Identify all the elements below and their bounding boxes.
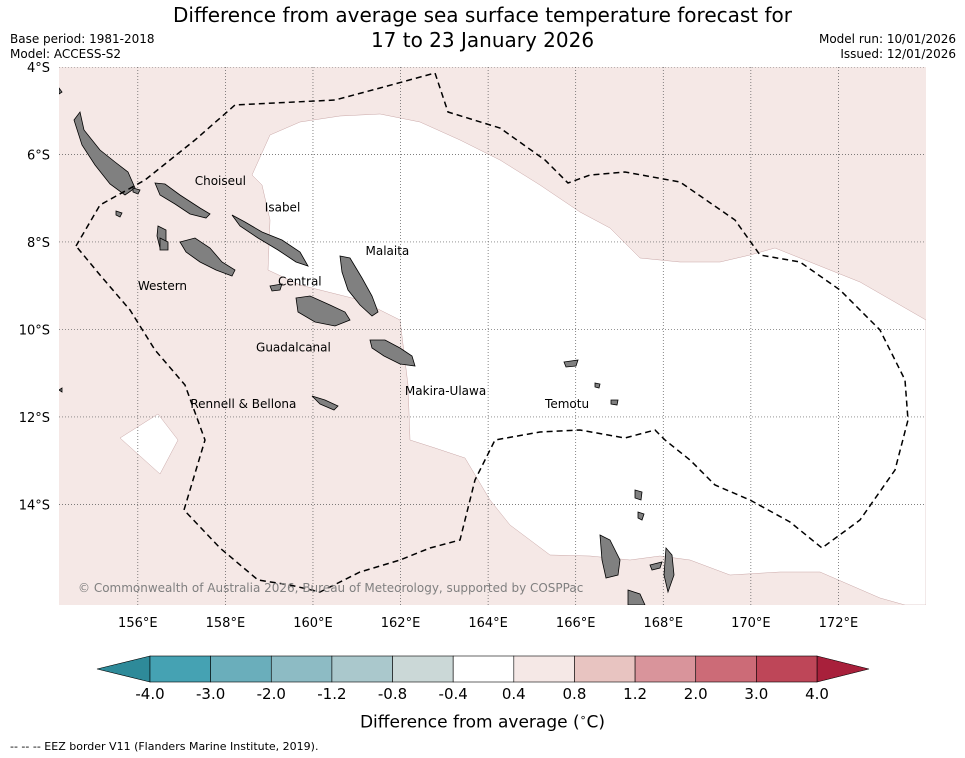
province-labels: Choiseul Isabel Malaita Western Central Guada… — [138, 174, 589, 411]
colorbar-segment — [331, 655, 393, 683]
eez-footnote: -- -- -- EEZ border V11 (Flanders Marine… — [10, 740, 319, 753]
utupua-island — [594, 382, 601, 389]
neutral-anomaly-patch — [119, 413, 179, 475]
isabel-island — [231, 214, 309, 267]
colorbar: -4.0 -3.0 -2.0 -1.2 -0.8 -0.4 0.4 0.8 1.2 2.0 3.0 4… — [96, 655, 870, 703]
colorbar-segment — [513, 655, 575, 683]
meta-left: Base period: 1981-2018 Model: ACCESS-S2 — [10, 32, 155, 62]
latitude-labels: 4°S 6°S 8°S 10°S 12°S 14°S — [19, 61, 50, 513]
base-period: Base period: 1981-2018 — [10, 32, 155, 46]
small-island-d — [59, 387, 63, 393]
colorbar-tick-label: 0.8 — [563, 685, 587, 703]
colorbar-tick-label: 3.0 — [744, 685, 768, 703]
colorbar-segment — [695, 655, 757, 683]
model-name: Model: ACCESS-S2 — [10, 47, 122, 61]
santa-cruz-island — [563, 359, 579, 368]
colorbar-segment — [574, 655, 636, 683]
lat-tick-label: 14°S — [19, 498, 50, 513]
lat-tick-label: 6°S — [27, 148, 50, 163]
province-label: Malaita — [366, 244, 410, 258]
province-label: Makira-Ulawa — [405, 384, 486, 398]
model-run: Model run: 10/01/2026 — [818, 32, 956, 46]
title-line-1: Difference from average sea surface temp… — [172, 3, 792, 27]
small-island-b — [132, 187, 141, 195]
lat-tick-label: 12°S — [19, 411, 50, 426]
ambae-island — [649, 561, 663, 571]
land-masses — [59, 87, 675, 605]
small-island-e — [59, 87, 63, 95]
province-label: Temotu — [544, 397, 589, 411]
colorbar-tick-label: -4.0 — [135, 685, 164, 703]
lon-tick-label: 158°E — [206, 616, 246, 631]
colorbar-extend-low — [96, 655, 151, 683]
new-georgia-islands — [179, 237, 236, 277]
colorbar-tick-label: -0.4 — [439, 685, 468, 703]
eez-border-solomon — [75, 72, 909, 593]
issued-date: Issued: 12/01/2026 — [840, 47, 956, 61]
guadalcanal-island — [295, 295, 351, 327]
graticule — [59, 67, 926, 605]
espiritu-santo-island — [599, 534, 621, 579]
florida-islands — [269, 283, 283, 292]
colorbar-tick-label: 2.0 — [684, 685, 708, 703]
lon-tick-label: 172°E — [819, 616, 859, 631]
longitude-labels: 156°E 158°E 160°E 162°E 164°E 166°E 168°E 170°E… — [118, 616, 858, 631]
small-island-a — [115, 210, 123, 218]
lon-tick-label: 156°E — [118, 616, 158, 631]
colorbar-segment — [392, 655, 454, 683]
colorbar-label: Difference from average (∘C) — [359, 711, 606, 733]
colorbar-tick-label: 0.4 — [502, 685, 526, 703]
lon-tick-label: 166°E — [556, 616, 596, 631]
malekula-island — [627, 589, 646, 605]
map-title: Difference from average sea surface temp… — [0, 3, 965, 53]
colorbar-tick-label: -2.0 — [257, 685, 286, 703]
province-label: Guadalcanal — [256, 340, 331, 354]
lon-tick-label: 160°E — [293, 616, 333, 631]
province-label: Choiseul — [195, 174, 246, 188]
vanikoro-island — [610, 399, 619, 406]
colorbar-tick-label: -1.2 — [317, 685, 346, 703]
copyright-notice: © Commonwealth of Australia 2026, Bureau… — [78, 581, 583, 595]
lon-tick-label: 168°E — [644, 616, 684, 631]
colorbar-segment — [756, 655, 818, 683]
colorbar-tick-label: 1.2 — [623, 685, 647, 703]
lat-tick-label: 10°S — [19, 323, 50, 338]
colorbar-tick-label: -0.8 — [378, 685, 407, 703]
torres-islands — [634, 489, 643, 501]
colorbar-tick-label: 4.0 — [805, 685, 829, 703]
colorbar-tick-label: -3.0 — [196, 685, 225, 703]
colorbar-segment — [452, 655, 515, 683]
makira-island — [369, 339, 416, 367]
pentecost-island — [663, 547, 675, 594]
colorbar-segment — [634, 655, 697, 683]
choiseul-island — [154, 182, 211, 219]
province-label: Isabel — [265, 200, 300, 214]
province-label: Western — [138, 279, 187, 293]
colorbar-extend-high — [816, 655, 870, 683]
lat-tick-label: 8°S — [27, 236, 50, 251]
bougainville-island — [73, 111, 136, 196]
colorbar-segment — [270, 655, 333, 683]
neutral-anomaly-region — [251, 113, 926, 605]
title-line-2: 17 to 23 January 2026 — [370, 28, 595, 52]
colorbar-segment — [210, 655, 272, 683]
malaita-island — [339, 255, 379, 317]
lon-tick-label: 162°E — [381, 616, 421, 631]
province-label: Central — [278, 275, 322, 289]
lon-tick-label: 164°E — [468, 616, 508, 631]
colorbar-segment — [149, 655, 211, 683]
lon-tick-label: 170°E — [731, 616, 771, 631]
banks-islands — [637, 511, 645, 521]
province-label: Rennell & Bellona — [190, 397, 296, 411]
rennell-island — [311, 395, 339, 411]
lat-tick-label: 4°S — [27, 61, 50, 76]
meta-right: Model run: 10/01/2026 Issued: 12/01/2026 — [819, 32, 956, 62]
small-island-c — [159, 237, 169, 251]
